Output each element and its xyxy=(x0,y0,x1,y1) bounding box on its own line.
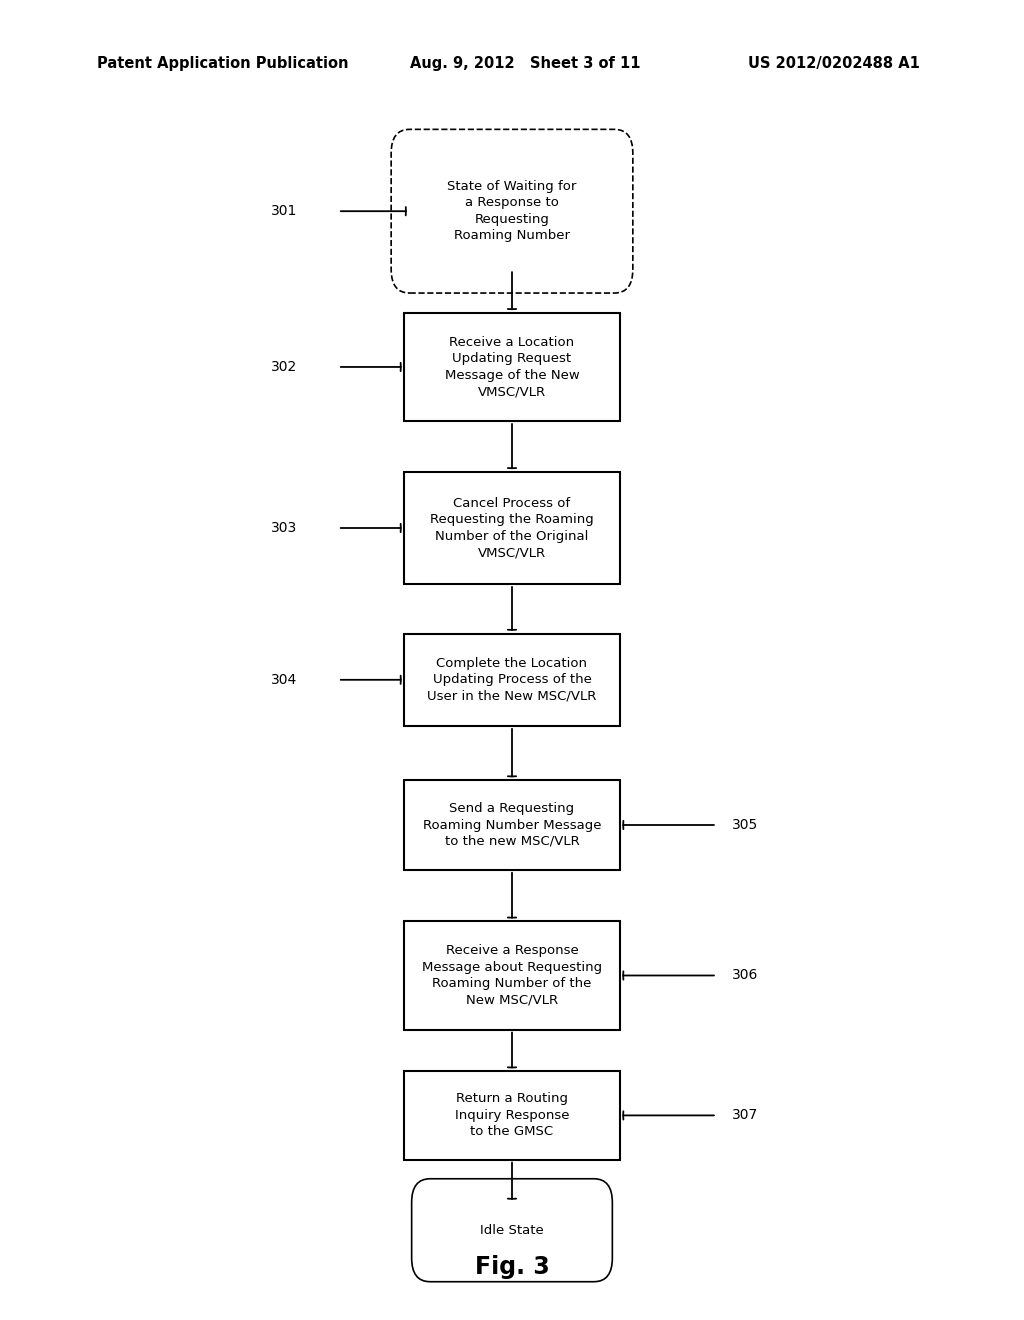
Text: Send a Requesting
Roaming Number Message
to the new MSC/VLR: Send a Requesting Roaming Number Message… xyxy=(423,803,601,847)
FancyBboxPatch shape xyxy=(404,313,620,421)
Text: Cancel Process of
Requesting the Roaming
Number of the Original
VMSC/VLR: Cancel Process of Requesting the Roaming… xyxy=(430,496,594,560)
Text: 307: 307 xyxy=(732,1109,759,1122)
Text: Fig. 3: Fig. 3 xyxy=(475,1255,549,1279)
Text: Return a Routing
Inquiry Response
to the GMSC: Return a Routing Inquiry Response to the… xyxy=(455,1093,569,1138)
FancyBboxPatch shape xyxy=(404,921,620,1030)
Text: 301: 301 xyxy=(270,205,297,218)
FancyBboxPatch shape xyxy=(404,1072,620,1160)
Text: Aug. 9, 2012   Sheet 3 of 11: Aug. 9, 2012 Sheet 3 of 11 xyxy=(410,55,640,71)
FancyBboxPatch shape xyxy=(404,634,620,726)
FancyBboxPatch shape xyxy=(391,129,633,293)
Text: 305: 305 xyxy=(732,818,759,832)
Text: 303: 303 xyxy=(270,521,297,535)
FancyBboxPatch shape xyxy=(412,1179,612,1282)
Text: Receive a Location
Updating Request
Message of the New
VMSC/VLR: Receive a Location Updating Request Mess… xyxy=(444,335,580,399)
Text: 304: 304 xyxy=(270,673,297,686)
Text: Receive a Response
Message about Requesting
Roaming Number of the
New MSC/VLR: Receive a Response Message about Request… xyxy=(422,944,602,1007)
Text: Complete the Location
Updating Process of the
User in the New MSC/VLR: Complete the Location Updating Process o… xyxy=(427,657,597,702)
FancyBboxPatch shape xyxy=(404,473,620,583)
Text: 306: 306 xyxy=(732,969,759,982)
FancyBboxPatch shape xyxy=(404,780,620,870)
Text: Patent Application Publication: Patent Application Publication xyxy=(97,55,349,71)
Text: Idle State: Idle State xyxy=(480,1224,544,1237)
Text: State of Waiting for
a Response to
Requesting
Roaming Number: State of Waiting for a Response to Reque… xyxy=(447,180,577,243)
Text: 302: 302 xyxy=(270,360,297,374)
Text: US 2012/0202488 A1: US 2012/0202488 A1 xyxy=(748,55,920,71)
